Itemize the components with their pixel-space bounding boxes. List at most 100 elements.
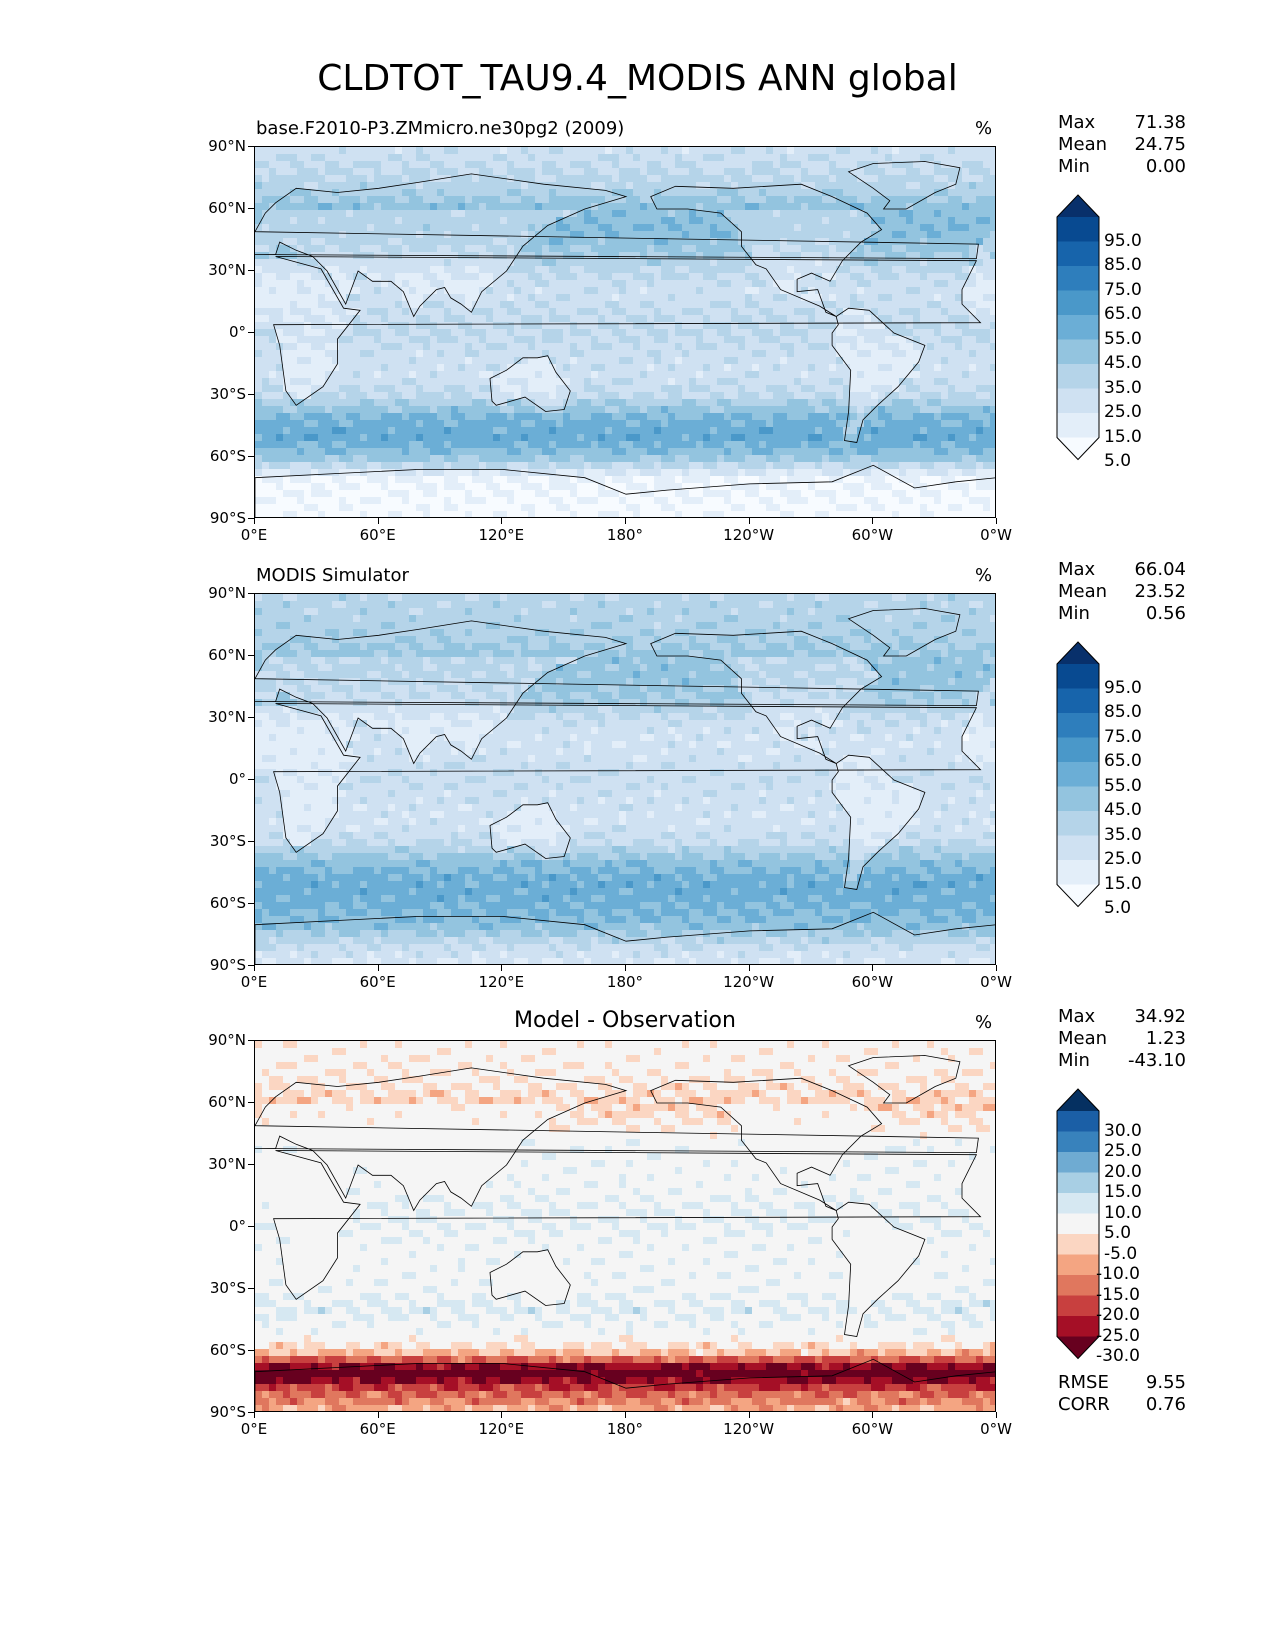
stat-value: 66.04 [1134, 559, 1186, 580]
colorbar-tick-label: 5.0 [1104, 1223, 1132, 1243]
y-tick-label: 60°S [209, 447, 246, 465]
x-tick-mark [872, 518, 874, 524]
x-tick-label: 120°W [723, 526, 775, 544]
x-tick-mark [254, 1412, 255, 1418]
x-tick-label: 0°E [240, 526, 268, 544]
colorbar-tick-label: -15.0 [1096, 1284, 1140, 1305]
stat-value: -43.10 [1127, 1050, 1186, 1071]
colorbar-tick-label: 5.0 [1104, 898, 1132, 918]
panel-units: % [975, 1012, 993, 1033]
x-tick-mark [377, 1412, 379, 1418]
y-tick-label: 30°N [208, 708, 246, 726]
y-tick-mark [248, 1226, 254, 1227]
colorbar-segment [1057, 1131, 1099, 1153]
stat-value: 71.38 [1134, 112, 1186, 133]
y-tick-mark [248, 518, 254, 519]
stat-label: Min [1058, 603, 1090, 624]
panel-center-title: Model - Observation [514, 1008, 736, 1033]
stat-label: Max [1058, 1006, 1096, 1027]
y-tick-label: 60°N [208, 1093, 246, 1111]
y-tick-label: 0° [228, 323, 246, 341]
colorbar-tick-label: 55.0 [1104, 328, 1142, 349]
y-tick-label: 90°S [209, 1403, 246, 1421]
y-tick-mark [248, 717, 254, 718]
stat-value: 0.00 [1145, 156, 1186, 177]
y-tick-mark [248, 456, 254, 457]
x-tick-mark [501, 518, 503, 524]
colorbar-tick-label: 30.0 [1104, 1120, 1142, 1141]
y-tick-mark [248, 332, 254, 333]
stat-value: 24.75 [1134, 134, 1186, 155]
x-tick-label: 60°E [359, 526, 396, 544]
y-tick-mark [248, 1164, 254, 1165]
y-tick-label: 60°N [208, 646, 246, 664]
colorbar-tick-label: 25.0 [1104, 1141, 1142, 1161]
y-tick-label: 60°N [208, 199, 246, 217]
x-tick-mark [625, 965, 626, 971]
y-tick-mark [248, 394, 254, 395]
x-tick-label: 60°W [851, 973, 894, 991]
x-tick-label: 60°E [359, 973, 396, 991]
metric-label: CORR [1058, 1393, 1110, 1415]
stat-label: Mean [1058, 134, 1108, 155]
colorbar-segment [1057, 388, 1099, 414]
y-tick-mark [248, 1040, 254, 1041]
colorbar-tick-label: 75.0 [1104, 279, 1142, 300]
x-tick-mark [872, 965, 874, 971]
colorbar-extend-top [1057, 642, 1099, 664]
colorbar-tick-label: -10.0 [1096, 1264, 1140, 1284]
y-tick-mark [248, 903, 254, 904]
colorbar-segment [1057, 835, 1099, 861]
stat-value: 0.56 [1145, 603, 1186, 624]
map-field-svg [255, 147, 995, 517]
panel-units: % [975, 118, 993, 139]
y-tick-label: 0° [228, 1217, 246, 1235]
y-tick-mark [248, 1102, 254, 1103]
x-tick-mark [872, 1412, 874, 1418]
y-tick-label: 30°N [208, 261, 246, 279]
colorbar-tick-label: 25.0 [1104, 402, 1142, 422]
colorbar-tick-label: 15.0 [1104, 1182, 1142, 1202]
colorbar-tick-label: 45.0 [1104, 800, 1142, 820]
colorbar-segment [1057, 290, 1099, 316]
x-tick-label: 120°W [723, 973, 775, 991]
y-tick-mark [248, 593, 254, 594]
stat-value: 23.52 [1134, 581, 1186, 602]
colorbar-tick-label: 65.0 [1104, 751, 1142, 771]
y-tick-label: 90°N [208, 584, 246, 602]
x-tick-mark [625, 1412, 626, 1418]
colorbar-extend-top [1057, 1089, 1099, 1111]
map-cells [255, 147, 995, 517]
colorbar-tick-label: 15.0 [1104, 426, 1142, 447]
stats-block: Max 34.92 Mean 1.23 Min -43.10 [1058, 1006, 1186, 1072]
x-tick-label: 120°E [478, 526, 525, 544]
y-tick-mark [248, 1412, 254, 1413]
colorbar-tick-label: 55.0 [1104, 775, 1142, 796]
colorbar-segment [1057, 413, 1099, 438]
y-tick-mark [248, 1288, 254, 1289]
colorbar-tick-label: 95.0 [1104, 230, 1142, 251]
y-tick-label: 60°S [209, 1341, 246, 1359]
y-tick-mark [248, 841, 254, 842]
y-tick-mark [248, 208, 254, 209]
y-tick-mark [248, 655, 254, 656]
colorbar [1056, 194, 1100, 461]
x-tick-mark [748, 518, 750, 524]
colorbar-segment [1057, 315, 1099, 340]
metrics-block: RMSE 9.55 CORR 0.76 [1058, 1372, 1186, 1416]
y-tick-label: 60°S [209, 894, 246, 912]
colorbar-segment [1057, 1172, 1099, 1194]
colorbar-segment [1057, 241, 1099, 267]
x-tick-mark [254, 965, 255, 971]
coastlines [255, 1055, 995, 1411]
x-tick-label: 120°W [723, 1420, 775, 1438]
figure-title: CLDTOT_TAU9.4_MODIS ANN global [317, 58, 958, 99]
x-tick-mark [748, 965, 750, 971]
metric-value: 0.76 [1145, 1393, 1186, 1415]
colorbar-segment [1057, 713, 1099, 738]
colorbar-segment [1057, 786, 1099, 812]
x-tick-label: 180° [606, 1420, 644, 1438]
x-tick-mark [996, 965, 997, 971]
y-tick-mark [248, 1350, 254, 1351]
x-tick-label: 0°W [980, 526, 1012, 544]
